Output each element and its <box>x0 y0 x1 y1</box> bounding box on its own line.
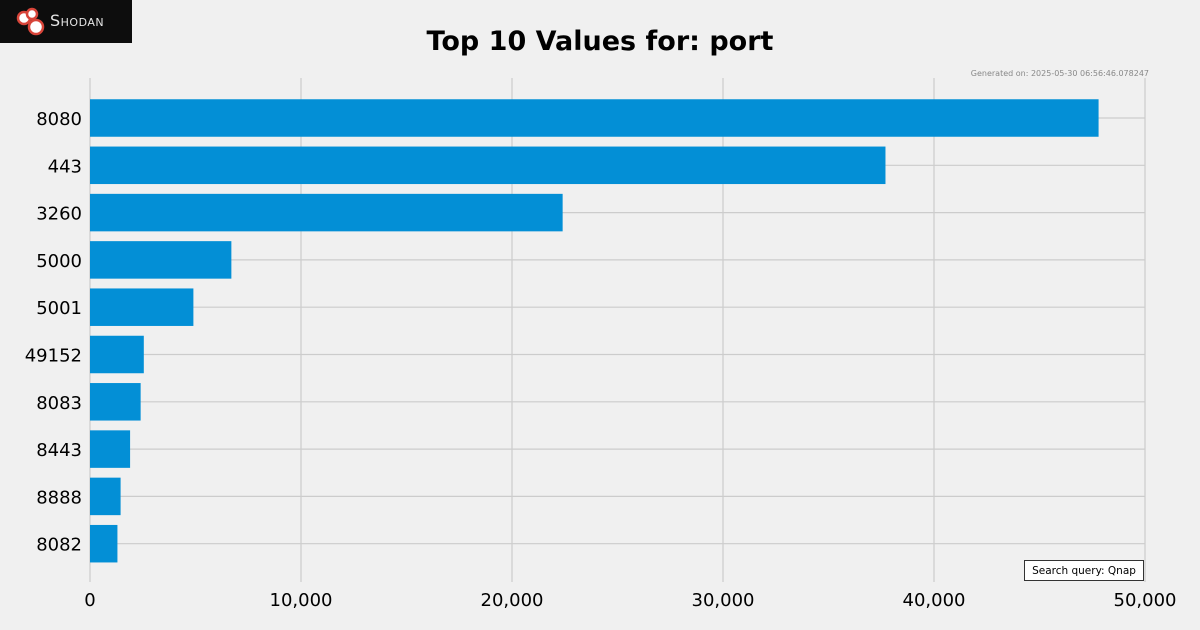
shodan-logo: Shodan <box>0 0 132 43</box>
bar <box>90 193 563 232</box>
bar-layer <box>90 99 1099 563</box>
y-tick-label: 5000 <box>36 251 82 272</box>
bar <box>90 288 194 326</box>
bar <box>90 430 131 468</box>
bar <box>90 524 118 563</box>
y-tick-label: 8080 <box>36 109 82 130</box>
y-tick-label: 8082 <box>36 535 82 556</box>
y-tick-label: 49152 <box>25 346 82 367</box>
bar <box>90 335 144 374</box>
shodan-logo-icon <box>16 7 45 36</box>
bar <box>90 477 121 516</box>
chart-title: Top 10 Values for: port <box>426 26 774 57</box>
x-tick-label: 40,000 <box>903 590 966 611</box>
bar <box>90 146 886 185</box>
y-tick-label: 8083 <box>36 393 82 414</box>
y-tick-label: 443 <box>48 156 82 177</box>
x-tick-label: 50,000 <box>1114 590 1177 611</box>
x-tick-label: 20,000 <box>481 590 544 611</box>
bar <box>90 241 232 279</box>
bar <box>90 99 1099 137</box>
x-tick-label: 30,000 <box>692 590 755 611</box>
x-tick-label: 0 <box>84 590 95 611</box>
logo-text: Shodan <box>50 11 105 30</box>
x-tick-label: 10,000 <box>270 590 333 611</box>
y-tick-label: 8888 <box>36 487 82 508</box>
search-query-box: Search query: Qnap <box>1024 560 1144 581</box>
label-layer: 0 10,000 20,000 30,000 40,000 50,000 8080 443 32… <box>25 109 1177 611</box>
y-tick-label: 3260 <box>36 204 82 225</box>
y-tick-label: 5001 <box>36 298 82 319</box>
bar <box>90 383 141 421</box>
generated-timestamp: Generated on: 2025-05-30 06:56:46.078247 <box>970 69 1149 78</box>
y-tick-label: 8443 <box>36 440 82 461</box>
